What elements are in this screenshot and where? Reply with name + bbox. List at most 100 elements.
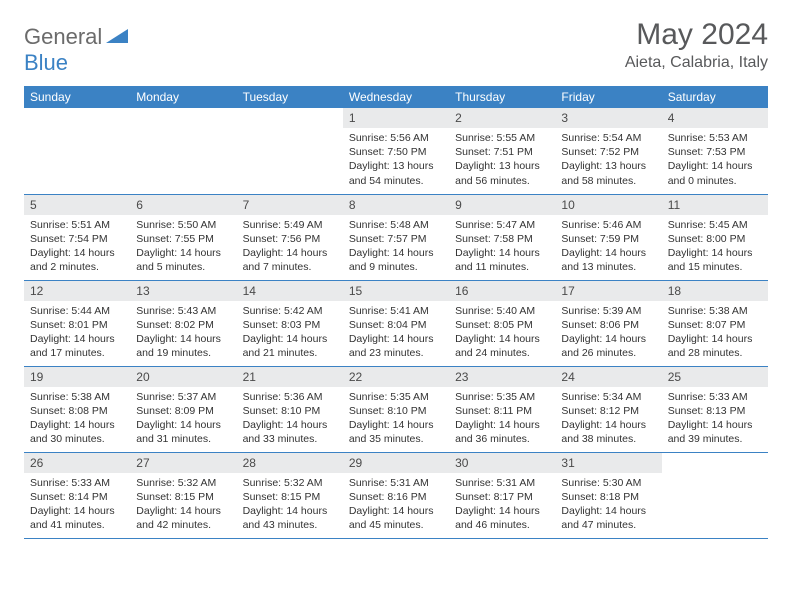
day-number: 8 <box>343 195 449 215</box>
calendar-cell: 12Sunrise: 5:44 AMSunset: 8:01 PMDayligh… <box>24 280 130 366</box>
day-details: Sunrise: 5:44 AMSunset: 8:01 PMDaylight:… <box>24 301 130 365</box>
day-details: Sunrise: 5:41 AMSunset: 8:04 PMDaylight:… <box>343 301 449 365</box>
calendar-cell: 25Sunrise: 5:33 AMSunset: 8:13 PMDayligh… <box>662 366 768 452</box>
day-header: Friday <box>555 86 661 108</box>
sunset-text: Sunset: 8:11 PM <box>455 404 549 418</box>
day-number: 13 <box>130 281 236 301</box>
calendar-cell: 14Sunrise: 5:42 AMSunset: 8:03 PMDayligh… <box>237 280 343 366</box>
sunset-text: Sunset: 8:07 PM <box>668 318 762 332</box>
calendar-cell: 20Sunrise: 5:37 AMSunset: 8:09 PMDayligh… <box>130 366 236 452</box>
brand-triangle-icon <box>106 27 128 48</box>
calendar-cell: 23 Sunrise: 5:35 AMSunset: 8:11 PMDayligh… <box>449 366 555 452</box>
day-details: Sunrise: 5:54 AMSunset: 7:52 PMDaylight:… <box>555 128 661 192</box>
brand-part2: Blue <box>24 50 68 75</box>
day-details: Sunrise: 5:55 AMSunset: 7:51 PMDaylight:… <box>449 128 555 192</box>
day-number: 23 <box>449 367 555 387</box>
sunset-text: Sunset: 8:08 PM <box>30 404 124 418</box>
calendar-cell: 31Sunrise: 5:30 AMSunset: 8:18 PMDayligh… <box>555 452 661 538</box>
sunset-text: Sunset: 7:53 PM <box>668 145 762 159</box>
daylight-text: Daylight: 14 hours and 36 minutes. <box>455 418 549 446</box>
daylight-text: Daylight: 14 hours and 31 minutes. <box>136 418 230 446</box>
sunset-text: Sunset: 7:58 PM <box>455 232 549 246</box>
day-details: Sunrise: 5:50 AMSunset: 7:55 PMDaylight:… <box>130 215 236 279</box>
sunset-text: Sunset: 8:17 PM <box>455 490 549 504</box>
day-details: Sunrise: 5:37 AMSunset: 8:09 PMDaylight:… <box>130 387 236 451</box>
daylight-text: Daylight: 13 hours and 58 minutes. <box>561 159 655 187</box>
calendar-week: 19Sunrise: 5:38 AMSunset: 8:08 PMDayligh… <box>24 366 768 452</box>
daylight-text: Daylight: 14 hours and 24 minutes. <box>455 332 549 360</box>
day-number: 14 <box>237 281 343 301</box>
day-header: Thursday <box>449 86 555 108</box>
sunset-text: Sunset: 7:52 PM <box>561 145 655 159</box>
day-number: 16 <box>449 281 555 301</box>
day-number: 2 <box>449 108 555 128</box>
sunset-text: Sunset: 8:04 PM <box>349 318 443 332</box>
day-details: Sunrise: 5:38 AMSunset: 8:08 PMDaylight:… <box>24 387 130 451</box>
day-header: Sunday <box>24 86 130 108</box>
day-number: 7 <box>237 195 343 215</box>
sunrise-text: Sunrise: 5:43 AM <box>136 304 230 318</box>
day-number: 3 <box>555 108 661 128</box>
daylight-text: Daylight: 14 hours and 7 minutes. <box>243 246 337 274</box>
day-details: Sunrise: 5:42 AMSunset: 8:03 PMDaylight:… <box>237 301 343 365</box>
daylight-text: Daylight: 14 hours and 38 minutes. <box>561 418 655 446</box>
sunrise-text: Sunrise: 5:30 AM <box>561 476 655 490</box>
day-number: 1 <box>343 108 449 128</box>
day-header: Saturday <box>662 86 768 108</box>
daylight-text: Daylight: 14 hours and 46 minutes. <box>455 504 549 532</box>
day-number: 20 <box>130 367 236 387</box>
sunset-text: Sunset: 8:14 PM <box>30 490 124 504</box>
sunrise-text: Sunrise: 5:35 AM <box>455 390 549 404</box>
day-details: Sunrise: 5:51 AMSunset: 7:54 PMDaylight:… <box>24 215 130 279</box>
day-number: 25 <box>662 367 768 387</box>
day-number <box>130 108 236 114</box>
daylight-text: Daylight: 14 hours and 26 minutes. <box>561 332 655 360</box>
day-details: Sunrise: 5:46 AMSunset: 7:59 PMDaylight:… <box>555 215 661 279</box>
daylight-text: Daylight: 14 hours and 17 minutes. <box>30 332 124 360</box>
sunset-text: Sunset: 8:15 PM <box>136 490 230 504</box>
calendar-cell <box>130 108 236 194</box>
sunrise-text: Sunrise: 5:50 AM <box>136 218 230 232</box>
calendar-cell: 9Sunrise: 5:47 AMSunset: 7:58 PMDaylight… <box>449 194 555 280</box>
sunset-text: Sunset: 8:10 PM <box>349 404 443 418</box>
calendar-cell: 10Sunrise: 5:46 AMSunset: 7:59 PMDayligh… <box>555 194 661 280</box>
daylight-text: Daylight: 14 hours and 23 minutes. <box>349 332 443 360</box>
sunrise-text: Sunrise: 5:36 AM <box>243 390 337 404</box>
daylight-text: Daylight: 14 hours and 35 minutes. <box>349 418 443 446</box>
sunrise-text: Sunrise: 5:31 AM <box>349 476 443 490</box>
sunrise-text: Sunrise: 5:47 AM <box>455 218 549 232</box>
day-details: Sunrise: 5:36 AMSunset: 8:10 PMDaylight:… <box>237 387 343 451</box>
calendar-week: 5Sunrise: 5:51 AMSunset: 7:54 PMDaylight… <box>24 194 768 280</box>
sunset-text: Sunset: 8:16 PM <box>349 490 443 504</box>
daylight-text: Daylight: 14 hours and 2 minutes. <box>30 246 124 274</box>
calendar-cell: 17Sunrise: 5:39 AMSunset: 8:06 PMDayligh… <box>555 280 661 366</box>
day-number: 27 <box>130 453 236 473</box>
sunset-text: Sunset: 8:12 PM <box>561 404 655 418</box>
sunset-text: Sunset: 7:51 PM <box>455 145 549 159</box>
calendar-cell <box>24 108 130 194</box>
daylight-text: Daylight: 14 hours and 15 minutes. <box>668 246 762 274</box>
daylight-text: Daylight: 14 hours and 28 minutes. <box>668 332 762 360</box>
sunrise-text: Sunrise: 5:51 AM <box>30 218 124 232</box>
day-number <box>24 108 130 114</box>
day-details: Sunrise: 5:49 AMSunset: 7:56 PMDaylight:… <box>237 215 343 279</box>
daylight-text: Daylight: 14 hours and 11 minutes. <box>455 246 549 274</box>
calendar-cell: 13Sunrise: 5:43 AMSunset: 8:02 PMDayligh… <box>130 280 236 366</box>
calendar-cell: 26Sunrise: 5:33 AMSunset: 8:14 PMDayligh… <box>24 452 130 538</box>
sunset-text: Sunset: 8:06 PM <box>561 318 655 332</box>
day-number: 24 <box>555 367 661 387</box>
calendar-cell <box>662 452 768 538</box>
calendar-cell: 3Sunrise: 5:54 AMSunset: 7:52 PMDaylight… <box>555 108 661 194</box>
day-number: 11 <box>662 195 768 215</box>
calendar-cell: 24Sunrise: 5:34 AMSunset: 8:12 PMDayligh… <box>555 366 661 452</box>
calendar-cell: 28Sunrise: 5:32 AMSunset: 8:15 PMDayligh… <box>237 452 343 538</box>
day-details: Sunrise: 5:47 AMSunset: 7:58 PMDaylight:… <box>449 215 555 279</box>
calendar-week: 1Sunrise: 5:56 AMSunset: 7:50 PMDaylight… <box>24 108 768 194</box>
sunrise-text: Sunrise: 5:39 AM <box>561 304 655 318</box>
day-details: Sunrise: 5:31 AMSunset: 8:17 PMDaylight:… <box>449 473 555 537</box>
sunrise-text: Sunrise: 5:53 AM <box>668 131 762 145</box>
sunrise-text: Sunrise: 5:56 AM <box>349 131 443 145</box>
day-details: Sunrise: 5:30 AMSunset: 8:18 PMDaylight:… <box>555 473 661 537</box>
sunrise-text: Sunrise: 5:44 AM <box>30 304 124 318</box>
daylight-text: Daylight: 14 hours and 30 minutes. <box>30 418 124 446</box>
